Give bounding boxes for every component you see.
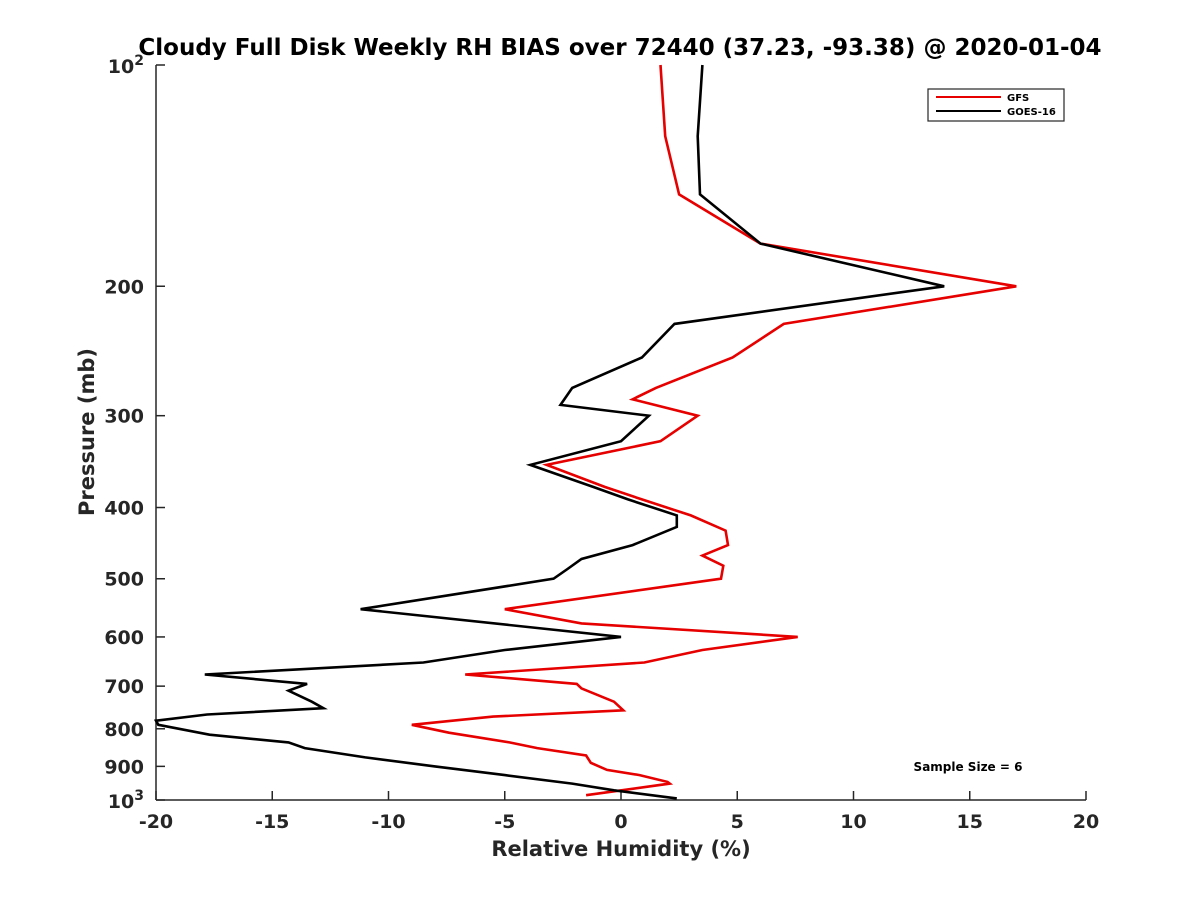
legend-label-gfs: GFS [1007, 93, 1029, 104]
y-tick-label: 400 [104, 498, 144, 520]
y-tick-label: 102 [108, 53, 144, 78]
plot-series [153, 64, 1017, 800]
series-gfs [411, 64, 1017, 797]
y-tick-label: 900 [104, 756, 144, 778]
x-tick-label: -5 [494, 811, 515, 833]
y-tick-base: 10 [108, 56, 134, 78]
legend-box [927, 88, 1065, 122]
x-tick-label: 0 [614, 811, 627, 833]
y-tick-exponent: 3 [134, 788, 144, 804]
y-tick-label: 300 [104, 406, 144, 428]
y-tick-label: 500 [104, 569, 144, 591]
y-tick-label: 800 [104, 719, 144, 741]
y-tick-label: 700 [104, 676, 144, 698]
y-tick-exponent: 2 [134, 53, 144, 69]
sample-size-annotation: Sample Size = 6 [914, 760, 1023, 774]
x-tick-label: -20 [139, 811, 173, 833]
y-tick-base: 10 [108, 791, 134, 813]
series-goes16 [153, 64, 945, 800]
legend: GFS GOES-16 [927, 88, 1065, 122]
x-tick-label: 20 [1073, 811, 1099, 833]
x-tick-label: -15 [255, 811, 289, 833]
y-tick-label: 600 [104, 627, 144, 649]
x-tick-label: 15 [957, 811, 983, 833]
y-tick-label: 200 [104, 276, 144, 298]
x-tick-label: 10 [840, 811, 866, 833]
x-axis-label: Relative Humidity (%) [491, 837, 750, 861]
y-axis-label: Pressure (mb) [75, 348, 99, 516]
chart-title: Cloudy Full Disk Weekly RH BIAS over 724… [138, 35, 1101, 61]
series-line-goes16 [153, 64, 945, 800]
x-tick-label: -10 [371, 811, 405, 833]
x-axis-ticks: -20 -15 -10 -5 0 5 10 15 20 [139, 791, 1099, 833]
x-tick-label: 5 [731, 811, 744, 833]
series-line-gfs [411, 64, 1017, 797]
y-tick-label: 103 [108, 788, 144, 813]
legend-label-goes16: GOES-16 [1007, 107, 1056, 118]
